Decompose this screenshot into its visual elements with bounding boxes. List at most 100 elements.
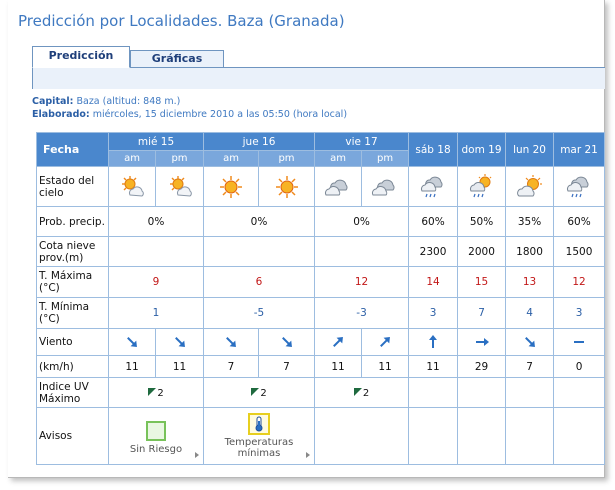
uv-value: 2 [260, 387, 267, 399]
aviso-cell-empty [553, 407, 606, 465]
wind-speed-cell: 7 [505, 355, 555, 378]
aviso-cell-empty [314, 407, 410, 465]
sun-cloud-rain-icon [457, 166, 507, 207]
cota-nieve-cell [108, 236, 204, 267]
prob-precip-cell: 0% [202, 206, 316, 237]
prob-precip-cell: 0% [108, 206, 204, 237]
wind-arrow-se-icon [155, 328, 204, 356]
uv-cell: 2 [314, 377, 410, 408]
wind-arrow-se-icon [257, 328, 316, 356]
page-title: Predicción por Localidades. Baza (Granad… [18, 12, 345, 30]
day-header: mar 21 [553, 132, 606, 167]
sun-icon [257, 166, 316, 207]
tmin-cell: 1 [108, 297, 204, 329]
cloud-icon [314, 166, 363, 207]
prob-precip-cell: 35% [505, 206, 555, 237]
forecast-frame: Predicción por Localidades. Baza (Granad… [8, 0, 606, 478]
wind-arrow-ne-icon [314, 328, 363, 356]
am-header: am [203, 150, 259, 167]
tmin-cell: -5 [202, 297, 316, 329]
row-label-tmin: T. Mínima (°C) [36, 297, 109, 329]
wind-arrow-se-icon [203, 328, 259, 356]
row-label-avisos: Avisos [36, 407, 109, 465]
capital-label: Capital: [32, 96, 74, 107]
wind-speed-cell: 11 [155, 355, 204, 378]
am-header: am [314, 150, 363, 167]
elaborado-line: Elaborado: miércoles, 15 diciembre 2010 … [32, 109, 347, 120]
uv-cell-empty [505, 377, 555, 408]
tmin-cell: 7 [457, 297, 507, 329]
wind-arrow-ne-icon [361, 328, 410, 356]
capital-value: Baza (altitud: 848 m.) [76, 96, 181, 107]
uv-cell: 2 [202, 377, 316, 408]
tmin-cell: 3 [553, 297, 606, 329]
aviso-sin-riesgo[interactable]: Sin Riesgo [108, 407, 204, 465]
day-header: vie 17 [314, 132, 410, 151]
day-header: dom 19 [457, 132, 507, 167]
uv-badge: 2 [353, 387, 370, 399]
uv-triangle-icon [148, 387, 157, 396]
uv-cell-empty [457, 377, 507, 408]
prob-precip-cell: 50% [457, 206, 507, 237]
wind-arrow-e-icon [457, 328, 507, 356]
uv-triangle-icon [353, 387, 362, 396]
wind-speed-cell: 7 [203, 355, 259, 378]
chevron-right-icon [306, 452, 311, 458]
sun-cloud-icon [155, 166, 204, 207]
tab-panel-bar [32, 67, 605, 89]
tmin-cell: 3 [408, 297, 459, 329]
day-header: jue 16 [202, 132, 316, 151]
cloud-icon [361, 166, 410, 207]
aviso-cell-empty [408, 407, 459, 465]
sun-cloud-icon [505, 166, 555, 207]
wind-speed-cell: 7 [257, 355, 316, 378]
wind-arrow-n-icon [408, 328, 459, 356]
wind-arrow-se-icon [108, 328, 156, 356]
tmax-cell: 12 [314, 266, 410, 298]
wind-speed-cell: 0 [553, 355, 606, 378]
cloud-rain-icon [408, 166, 459, 207]
prob-precip-cell: 60% [408, 206, 459, 237]
tmax-cell: 6 [202, 266, 316, 298]
wind-speed-cell: 11 [314, 355, 363, 378]
aviso-temperaturas-minimas[interactable]: Temperaturas mínimas [202, 407, 316, 465]
wind-speed-cell: 11 [408, 355, 459, 378]
tmax-cell: 15 [457, 266, 507, 298]
row-label-prob: Prob. precip. [36, 206, 109, 237]
uv-cell-empty [553, 377, 606, 408]
row-label-kmh: (km/h) [36, 355, 109, 378]
tmin-cell: -3 [314, 297, 410, 329]
row-label-uv: Indice UV Máximo [36, 377, 109, 408]
aviso-label: Temperaturas mínimas [224, 437, 294, 459]
chevron-right-icon [195, 452, 199, 458]
tab-graficas[interactable]: Gráficas [130, 50, 224, 68]
wind-speed-cell: 11 [361, 355, 410, 378]
elaborado-value: miércoles, 15 diciembre 2010 a las 05:50… [92, 109, 348, 120]
pm-header: pm [361, 150, 410, 167]
aviso-cell-empty [457, 407, 507, 465]
uv-value: 2 [362, 387, 370, 399]
pm-header: pm [257, 150, 316, 167]
uv-badge: 2 [251, 387, 267, 399]
uv-value: 2 [157, 387, 164, 399]
row-label-viento: Viento [36, 328, 109, 356]
uv-badge: 2 [148, 387, 164, 399]
day-header: lun 20 [505, 132, 555, 167]
tmax-cell: 13 [505, 266, 555, 298]
thermometer-warning-icon [248, 413, 270, 435]
tab-prediccion[interactable]: Predicción [32, 46, 130, 68]
prob-precip-cell: 0% [314, 206, 410, 237]
uv-cell-empty [408, 377, 459, 408]
cota-nieve-cell [202, 236, 316, 267]
capital-line: Capital: Baza (altitud: 848 m.) [32, 96, 180, 107]
uv-triangle-icon [251, 387, 260, 396]
row-label-estado: Estado del cielo [36, 166, 109, 207]
day-header: mié 15 [108, 132, 204, 151]
sun-icon [203, 166, 259, 207]
cota-nieve-cell [314, 236, 410, 267]
fecha-header: Fecha [36, 132, 109, 167]
prob-precip-cell: 60% [553, 206, 606, 237]
tmin-cell: 4 [505, 297, 555, 329]
tmax-cell: 14 [408, 266, 459, 298]
forecast-table: Fecha mié 15 jue 16 vie 17 sáb 18 dom 19… [36, 132, 606, 465]
